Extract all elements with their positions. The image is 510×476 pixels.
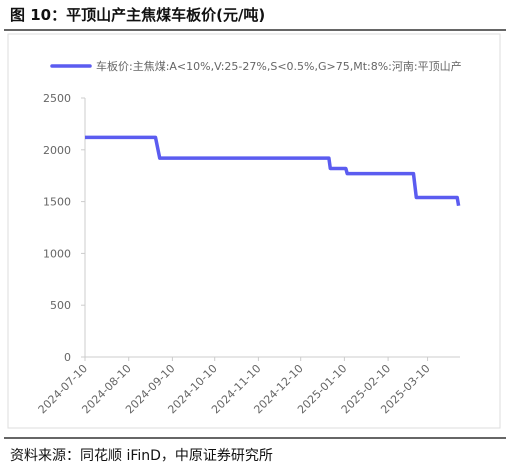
y-tick-label: 1000 xyxy=(43,247,71,260)
chart-title: 图 10：平顶山产主焦煤车板价(元/吨) xyxy=(10,6,265,24)
y-tick-label: 0 xyxy=(64,351,71,364)
legend-label: 车板价:主焦煤:A<10%,V:25-27%,S<0.5%,G>75,Mt:8%… xyxy=(96,59,462,73)
y-tick-label: 500 xyxy=(50,299,71,312)
chart-frame xyxy=(7,33,501,429)
y-tick-label: 2000 xyxy=(43,144,71,157)
y-tick-label: 2500 xyxy=(43,92,71,105)
source: 资料来源：同花顺 iFinD，中原证券研究所 xyxy=(10,448,273,464)
series-line xyxy=(85,135,461,207)
y-tick-label: 1500 xyxy=(43,196,71,209)
